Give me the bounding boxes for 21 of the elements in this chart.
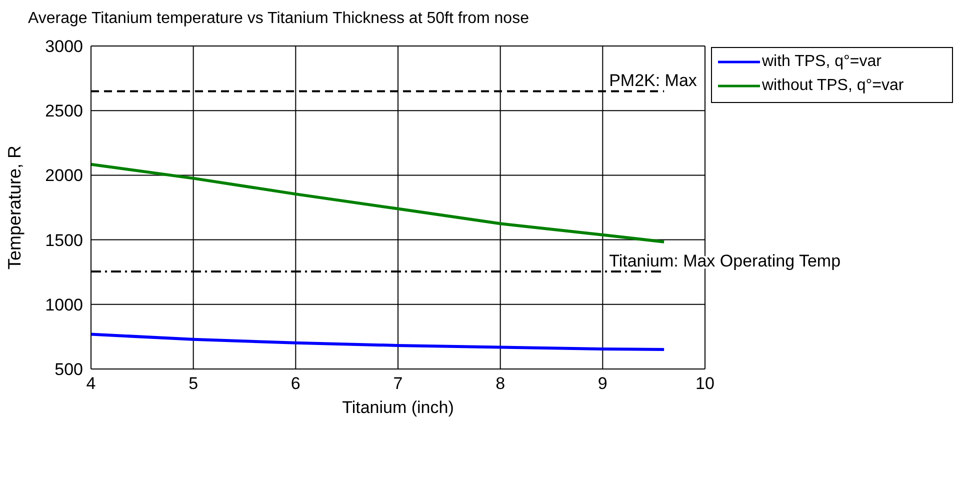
y-tick-label: 2000 — [45, 166, 83, 186]
chart-title: Average Titanium temperature vs Titanium Thickness at 50ft from nose — [28, 10, 529, 28]
line-series — [91, 162, 666, 244]
legend-label: with TPS, q°=var — [762, 53, 882, 71]
line-series — [91, 332, 666, 351]
x-tick-label: 4 — [86, 374, 96, 394]
y-tick-label: 500 — [54, 360, 83, 380]
y-tick-label: 3000 — [45, 37, 83, 56]
y-tick-label: 1500 — [45, 230, 83, 250]
x-tick-label: 8 — [496, 374, 506, 394]
x-tick-label: 7 — [393, 374, 403, 394]
y-tick-label: 1000 — [45, 295, 83, 314]
y-tick-label: 2500 — [45, 102, 83, 121]
ref-line-label: PM2K: Max — [609, 71, 698, 90]
legend-label: without TPS, q°=var — [762, 77, 904, 95]
x-tick-label: 5 — [188, 374, 198, 394]
y-axis-title: Temperature, R — [4, 145, 24, 270]
x-tick-label: 9 — [598, 374, 608, 394]
x-tick-label: 10 — [696, 374, 714, 394]
x-axis-title: Titanium (inch) — [342, 398, 454, 417]
x-tick-label: 6 — [290, 374, 300, 394]
